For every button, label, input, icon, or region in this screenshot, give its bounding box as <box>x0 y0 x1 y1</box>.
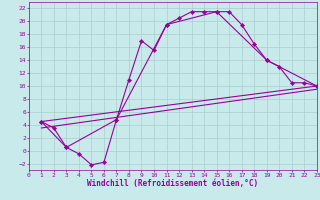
X-axis label: Windchill (Refroidissement éolien,°C): Windchill (Refroidissement éolien,°C) <box>87 179 258 188</box>
